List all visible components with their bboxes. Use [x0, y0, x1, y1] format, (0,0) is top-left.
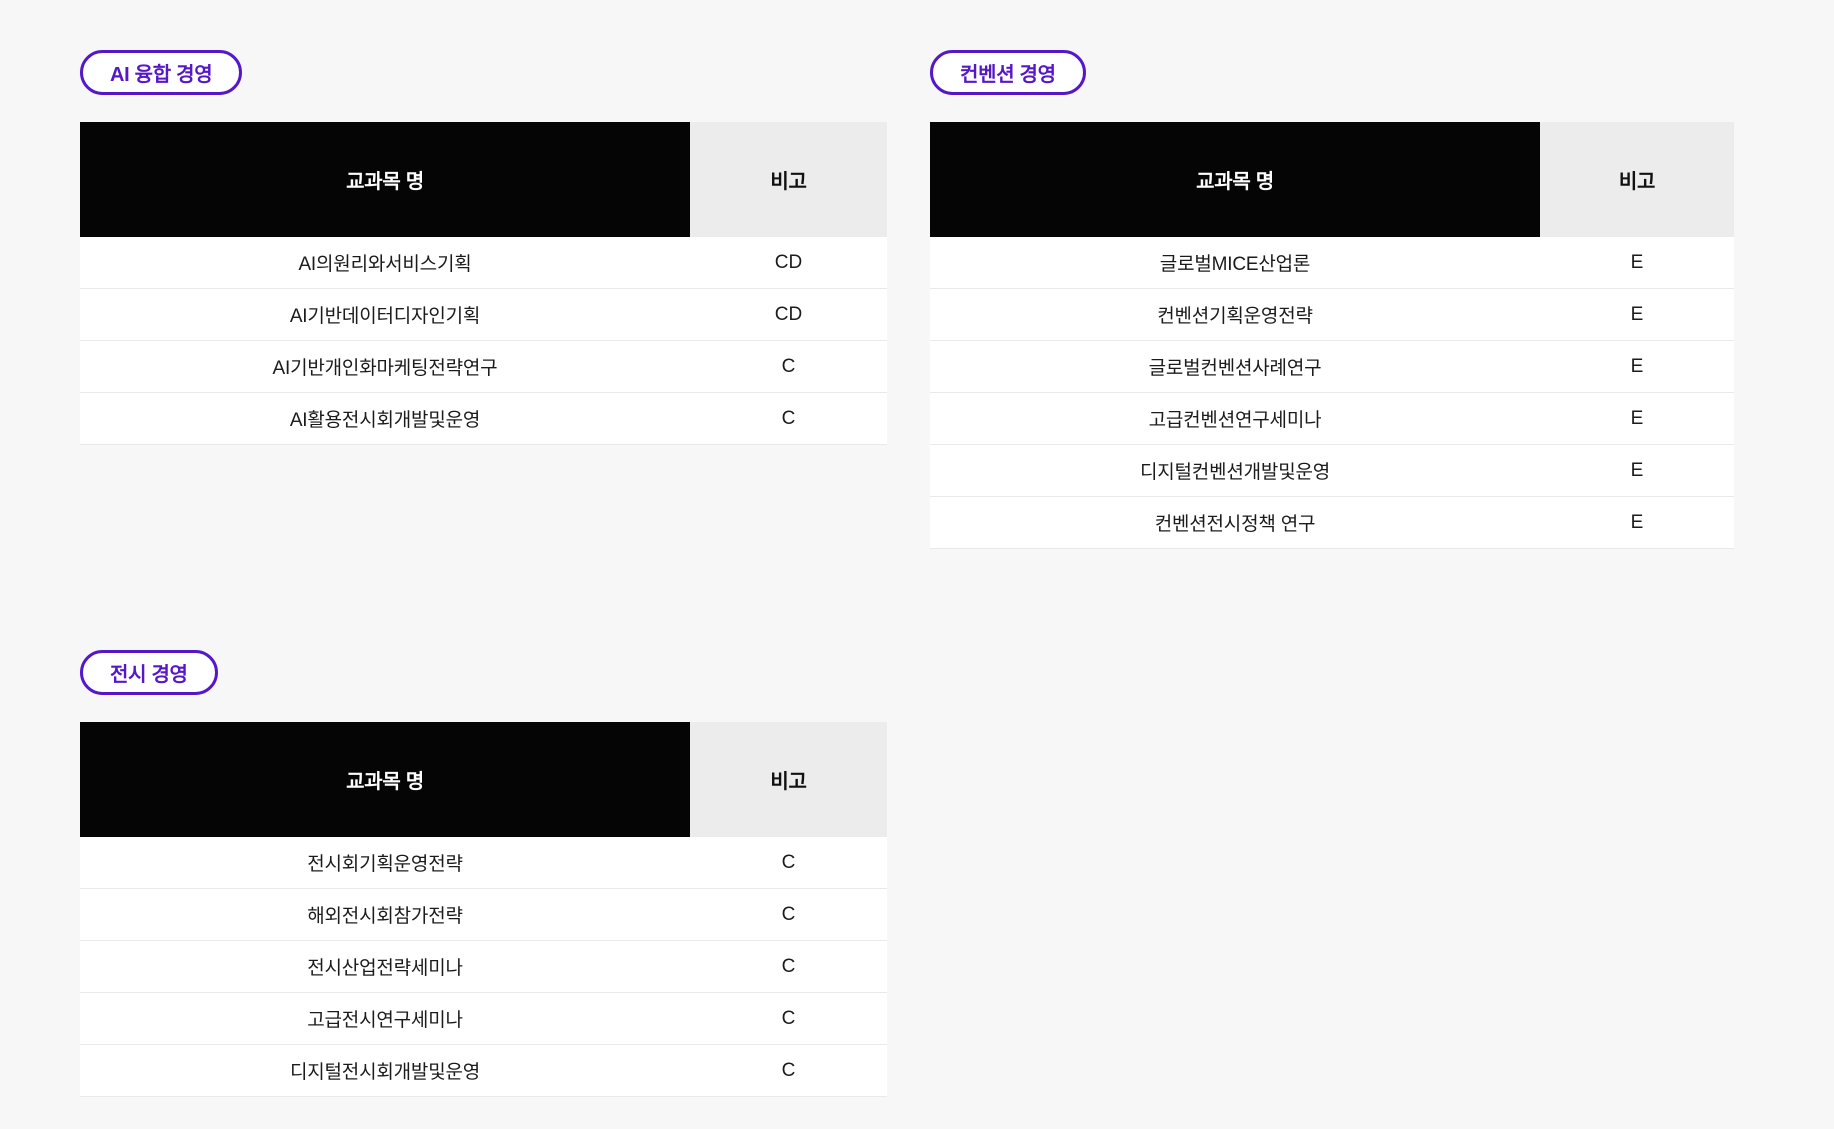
course-note: E — [1630, 303, 1644, 325]
course-name: 디지털전시회개발및운영 — [289, 1062, 481, 1083]
table-row: 글로벌컨벤션사례연구 E — [930, 341, 1734, 393]
course-note: C — [781, 1059, 796, 1081]
course-table: 교과목 명 비고 전시회기획운영전략 C 해외전시회참가전략 C 전시산업전략세… — [80, 722, 887, 1097]
section-badge: 컨벤션 경영 — [930, 50, 1086, 95]
course-name: 해외전시회참가전략 — [307, 906, 463, 927]
course-note: C — [781, 851, 796, 873]
section-exhibition: 전시 경영 교과목 명 비고 전시회기획운영전략 C 해외전시회참가전략 C 전… — [80, 650, 887, 1097]
table-row: 해외전시회참가전략 C — [80, 889, 887, 941]
table-header-row: 교과목 명 비고 — [80, 122, 887, 237]
course-table: 교과목 명 비고 AI의원리와서비스기획 CD AI기반데이터디자인기획 CD … — [80, 122, 887, 445]
course-note: CD — [774, 303, 803, 325]
column-header-note: 비고 — [690, 122, 887, 237]
course-note: C — [781, 1007, 796, 1029]
course-name: 컨벤션전시정책 연구 — [1154, 514, 1316, 535]
table-row: AI기반데이터디자인기획 CD — [80, 289, 887, 341]
course-name: AI활용전시회개발및운영 — [289, 410, 481, 431]
course-name: 글로벌컨벤션사례연구 — [1148, 358, 1322, 379]
section-badge: 전시 경영 — [80, 650, 218, 695]
column-header-course: 교과목 명 — [80, 722, 690, 837]
course-note: C — [781, 955, 796, 977]
course-note: E — [1630, 355, 1644, 377]
course-note: E — [1630, 407, 1644, 429]
column-header-course: 교과목 명 — [80, 122, 690, 237]
table-row: 전시산업전략세미나 C — [80, 941, 887, 993]
table-row: AI활용전시회개발및운영 C — [80, 393, 887, 445]
table-row: 전시회기획운영전략 C — [80, 837, 887, 889]
course-name: 고급전시연구세미나 — [307, 1010, 463, 1031]
table-row: 고급컨벤션연구세미나 E — [930, 393, 1734, 445]
table-row: 컨벤션기획운영전략 E — [930, 289, 1734, 341]
course-name: AI의원리와서비스기획 — [298, 254, 472, 275]
column-header-note: 비고 — [1540, 122, 1734, 237]
course-name: AI기반개인화마케팅전략연구 — [272, 358, 498, 379]
section-badge: AI 융합 경영 — [80, 50, 243, 95]
column-header-note: 비고 — [690, 722, 887, 837]
course-table: 교과목 명 비고 글로벌MICE산업론 E 컨벤션기획운영전략 E 글로벌컨벤션… — [930, 122, 1734, 549]
column-header-course: 교과목 명 — [930, 122, 1540, 237]
course-name: 전시산업전략세미나 — [307, 958, 463, 979]
table-row: 컨벤션전시정책 연구 E — [930, 497, 1734, 549]
course-note: E — [1630, 251, 1644, 273]
course-note: C — [781, 407, 796, 429]
table-header-row: 교과목 명 비고 — [80, 722, 887, 837]
table-header-row: 교과목 명 비고 — [930, 122, 1734, 237]
table-row: 디지털컨벤션개발및운영 E — [930, 445, 1734, 497]
course-name: 고급컨벤션연구세미나 — [1148, 410, 1322, 431]
course-name: 컨벤션기획운영전략 — [1157, 306, 1313, 327]
course-name: 디지털컨벤션개발및운영 — [1139, 462, 1331, 483]
table-row: 디지털전시회개발및운영 C — [80, 1045, 887, 1097]
table-row: AI의원리와서비스기획 CD — [80, 237, 887, 289]
course-name: 글로벌MICE산업론 — [1159, 254, 1311, 275]
course-note: C — [781, 903, 796, 925]
course-note: E — [1630, 459, 1644, 481]
course-note: CD — [774, 251, 803, 273]
course-name: 전시회기획운영전략 — [307, 854, 463, 875]
table-row: 고급전시연구세미나 C — [80, 993, 887, 1045]
course-note: E — [1630, 511, 1644, 533]
sections-grid: AI 융합 경영 교과목 명 비고 AI의원리와서비스기획 CD AI기반데이터… — [80, 50, 1834, 1097]
course-note: C — [781, 355, 796, 377]
section-convention: 컨벤션 경영 교과목 명 비고 글로벌MICE산업론 E 컨벤션기획운영전략 E… — [930, 50, 1734, 549]
course-name: AI기반데이터디자인기획 — [289, 306, 481, 327]
section-ai-convergence: AI 융합 경영 교과목 명 비고 AI의원리와서비스기획 CD AI기반데이터… — [80, 50, 887, 445]
table-row: AI기반개인화마케팅전략연구 C — [80, 341, 887, 393]
table-row: 글로벌MICE산업론 E — [930, 237, 1734, 289]
